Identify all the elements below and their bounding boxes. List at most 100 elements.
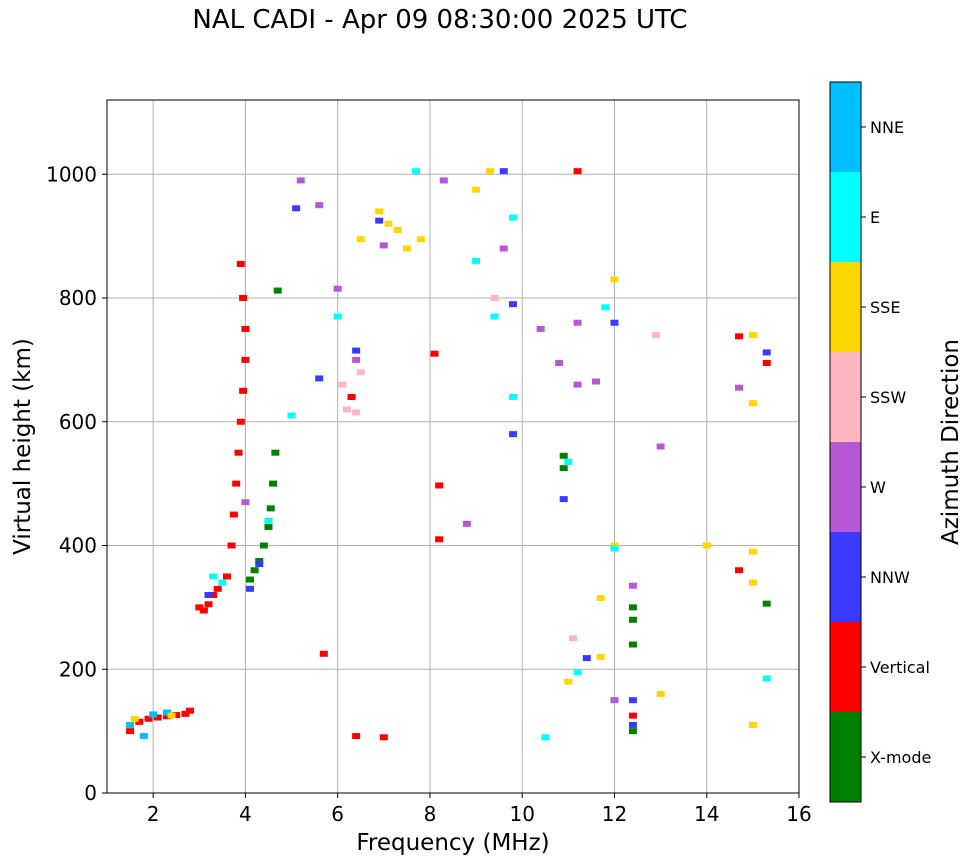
grid-lines	[107, 100, 800, 794]
echo-point-vertical	[347, 394, 356, 400]
echo-point-nnw	[762, 349, 771, 356]
echo-point-w	[656, 443, 665, 450]
echo-point-ssw	[568, 635, 577, 642]
echo-point-sse	[416, 236, 425, 243]
x-tick-label: 4	[239, 802, 252, 826]
echo-point-vertical	[135, 718, 144, 725]
echo-point-x-mode	[628, 604, 637, 611]
y-axis-label: Virtual height (km)	[10, 338, 36, 555]
echo-point-sse	[748, 579, 757, 586]
x-tick-label: 16	[786, 802, 811, 826]
echo-point-e	[490, 313, 499, 320]
echo-point-x-mode	[273, 287, 282, 294]
y-tick-label: 400	[59, 534, 97, 558]
echo-point-x-mode	[259, 542, 268, 549]
echo-point-sse	[748, 548, 757, 555]
echo-point-e	[541, 734, 550, 741]
echo-point-e	[573, 669, 582, 676]
echo-point-nnw	[610, 319, 619, 326]
echo-point-ssw	[356, 369, 365, 376]
colorbar-tick-label: Vertical	[870, 658, 930, 677]
echo-point-w	[573, 381, 582, 388]
echo-point-vertical	[227, 542, 236, 549]
axis-ticks: 2 4 6 8 10 12 14 16 0 200 400 600 800 1000	[46, 162, 812, 826]
echo-point-sse	[393, 226, 402, 233]
echo-point-nnw	[352, 347, 361, 354]
echo-point-vertical	[181, 710, 190, 717]
echo-point-sse	[384, 220, 393, 227]
echo-point-sse	[402, 245, 411, 252]
echo-point-nne	[162, 709, 171, 716]
echo-point-x-mode	[762, 600, 771, 607]
echo-point-x-mode	[269, 480, 278, 487]
data-marks	[126, 168, 771, 741]
colorbar-tick-label: SSW	[870, 388, 906, 407]
echo-point-vertical	[199, 607, 208, 614]
echo-point-nnw	[292, 205, 301, 212]
echo-point-w	[315, 202, 324, 209]
echo-point-sse	[130, 715, 139, 722]
colorbar-tick-label: NNE	[870, 118, 904, 137]
echo-point-vertical	[232, 480, 241, 487]
echo-point-nnw	[508, 431, 517, 438]
plot-frame	[106, 99, 800, 794]
echo-point-vertical	[236, 418, 245, 425]
echo-point-x-mode	[559, 452, 568, 459]
echo-point-w	[592, 378, 601, 385]
echo-point-nnw	[375, 217, 384, 224]
echo-point-vertical	[234, 449, 243, 456]
x-tick-label: 6	[331, 802, 344, 826]
echo-point-w	[352, 356, 361, 363]
echo-point-w	[333, 285, 342, 292]
echo-point-nnw	[315, 375, 324, 382]
echo-point-x-mode	[628, 728, 637, 735]
echo-point-nne	[126, 721, 135, 728]
echo-point-sse	[748, 400, 757, 407]
echo-point-vertical	[222, 573, 231, 580]
echo-point-vertical	[209, 592, 218, 598]
echo-point-e	[412, 168, 421, 175]
echo-point-sse	[485, 168, 494, 175]
echo-point-vertical	[239, 387, 248, 394]
echo-point-w	[462, 520, 471, 527]
colorbar-swatch	[830, 172, 861, 262]
echo-point-sse	[564, 678, 573, 685]
echo-point-sse	[656, 691, 665, 697]
echo-point-vertical	[126, 728, 135, 735]
colorbar-swatch	[830, 262, 861, 352]
echo-point-w	[499, 245, 508, 252]
echo-point-sse	[702, 542, 711, 549]
echo-point-vertical	[229, 511, 238, 518]
echo-point-w	[379, 242, 388, 249]
colorbar-swatch	[830, 532, 861, 622]
x-tick-label: 14	[694, 802, 719, 826]
echo-point-e	[564, 458, 573, 465]
echo-point-x-mode	[250, 567, 259, 574]
echo-point-vertical	[735, 567, 744, 574]
echo-point-vertical	[162, 713, 171, 720]
y-tick-label: 1000	[46, 162, 97, 186]
echo-point-nne	[139, 733, 148, 740]
echo-point-vertical	[319, 650, 328, 657]
echo-point-vertical	[144, 715, 153, 722]
echo-point-sse	[596, 595, 605, 602]
echo-point-x-mode	[559, 465, 568, 472]
echo-point-e	[209, 573, 218, 580]
colorbar-tick-label: NNW	[870, 568, 910, 587]
echo-point-x-mode	[264, 523, 273, 530]
echo-point-vertical	[186, 707, 195, 714]
echo-point-x-mode	[246, 576, 255, 583]
colorbar-tick-label: E	[870, 208, 880, 227]
echo-point-sse	[610, 542, 619, 549]
echo-point-e	[610, 545, 619, 552]
echo-point-nne	[149, 711, 158, 718]
y-tick-label: 600	[59, 410, 97, 434]
echo-point-nnw	[628, 697, 637, 704]
x-axis-label: Frequency (MHz)	[356, 830, 549, 856]
echo-point-w	[296, 177, 305, 184]
echo-point-w	[439, 177, 448, 184]
echo-point-e	[333, 313, 342, 320]
colorbar-label: Azimuth Direction	[938, 339, 964, 545]
echo-point-e	[508, 214, 517, 221]
x-tick-label: 10	[509, 802, 534, 826]
